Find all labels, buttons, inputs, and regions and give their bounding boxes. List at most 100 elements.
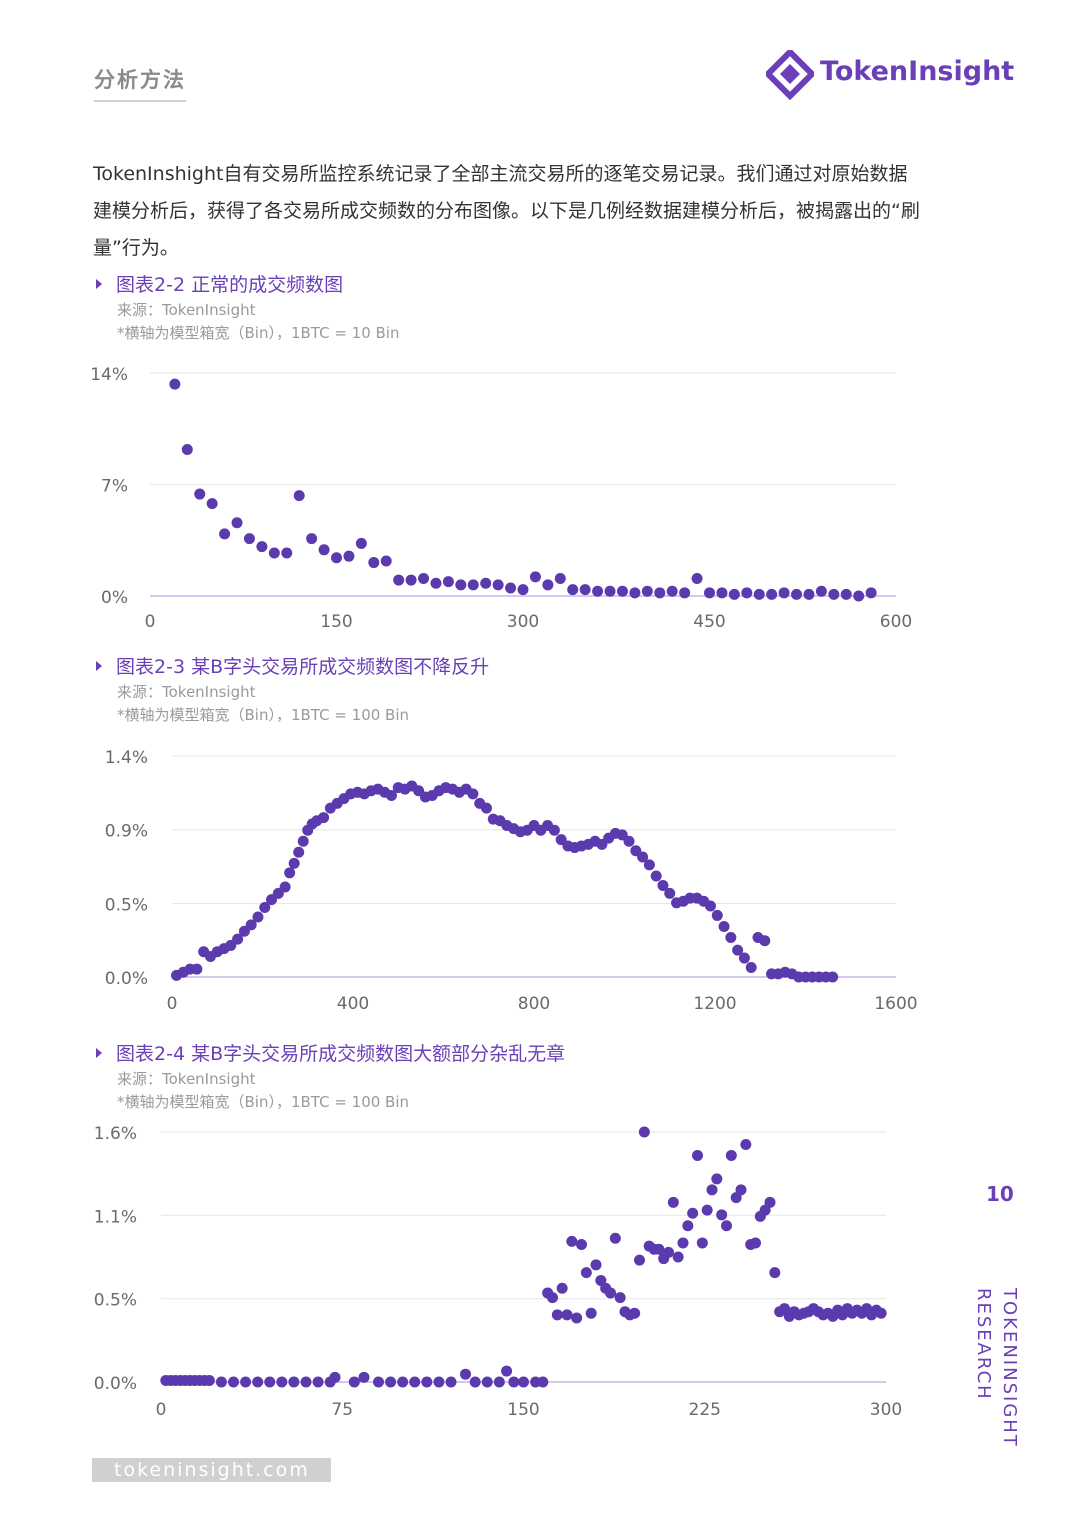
figure-2-title-text: 图表2-3 某B字头交易所成交频数图不降反升 xyxy=(116,656,490,678)
data-point xyxy=(711,1173,723,1185)
data-point xyxy=(725,932,737,944)
data-point xyxy=(306,533,318,545)
data-point xyxy=(551,1309,563,1321)
chart-1: 0% 7% 14% 0 150 300 450 600 xyxy=(90,365,912,632)
figure-1-title-text: 图表2-2 正常的成交频数图 xyxy=(116,274,344,296)
x-tick-label: 1600 xyxy=(874,994,917,1014)
bullet-triangle-icon xyxy=(96,660,102,671)
data-point xyxy=(312,1376,324,1388)
chart-2: 0.0% 0.5% 0.9% 1.4% 0 400 800 1200 1600 xyxy=(105,748,918,1014)
data-point xyxy=(418,572,430,584)
figure-3-meta: 来源：TokenInsight *横轴为模型箱宽（Bin），1BTC = 100… xyxy=(117,1068,409,1114)
figure-2-source: 来源：TokenInsight xyxy=(117,683,256,701)
data-point xyxy=(492,579,504,591)
figure-3-title: 图表2-4 某B字头交易所成交频数图大额部分杂乱无章 xyxy=(96,1039,565,1066)
data-point xyxy=(481,1376,493,1388)
data-point xyxy=(666,585,678,597)
data-point xyxy=(561,1309,573,1321)
x-tick-label: 225 xyxy=(689,1400,721,1420)
data-point xyxy=(480,577,492,589)
data-point xyxy=(240,1376,252,1388)
data-point xyxy=(718,920,730,932)
data-point xyxy=(517,584,529,596)
data-point xyxy=(567,584,579,596)
data-point xyxy=(219,528,231,540)
x-tick-label: 300 xyxy=(507,612,539,632)
data-point xyxy=(331,552,342,564)
data-point xyxy=(442,576,454,588)
data-point xyxy=(529,571,541,583)
data-point xyxy=(657,879,669,891)
data-point xyxy=(875,1307,887,1319)
data-point xyxy=(769,1267,781,1279)
data-point xyxy=(732,944,744,956)
figure-2-note: *横轴为模型箱宽（Bin），1BTC = 100 Bin xyxy=(117,706,410,724)
data-point xyxy=(279,881,291,893)
data-point xyxy=(169,378,181,390)
data-point xyxy=(687,1207,699,1219)
data-point xyxy=(609,1232,621,1244)
data-point xyxy=(827,971,839,983)
data-point xyxy=(605,1287,616,1299)
x-tick-label: 0 xyxy=(167,994,178,1014)
data-point xyxy=(433,1376,445,1388)
data-point xyxy=(455,579,467,591)
y-tick-label: 0.0% xyxy=(94,1374,137,1394)
figure-2-meta: 来源：TokenInsight *横轴为模型箱宽（Bin），1BTC = 100… xyxy=(117,681,409,727)
section-title: 分析方法 xyxy=(94,68,186,92)
data-point xyxy=(704,587,715,599)
data-point xyxy=(297,835,309,847)
data-point xyxy=(653,1243,665,1255)
data-point xyxy=(245,919,257,931)
data-point xyxy=(641,585,653,597)
x-tick-label: 450 xyxy=(693,612,725,632)
data-point xyxy=(430,577,442,589)
data-point xyxy=(585,1307,597,1319)
data-point xyxy=(329,1371,341,1383)
data-point xyxy=(672,1251,684,1263)
data-point xyxy=(409,1376,421,1388)
data-point xyxy=(232,933,244,945)
x-tick-label: 300 xyxy=(870,1400,902,1420)
data-point xyxy=(343,550,355,562)
y-tick-label: 0% xyxy=(101,588,128,608)
data-point xyxy=(243,533,255,545)
data-point xyxy=(663,1246,674,1258)
data-point xyxy=(300,1376,312,1388)
y-tick-label: 7% xyxy=(101,477,128,497)
x-tick-label: 0 xyxy=(156,1400,167,1420)
data-point xyxy=(616,585,628,597)
figure-3-source: 来源：TokenInsight xyxy=(117,1070,256,1088)
y-tick-label: 0.9% xyxy=(105,822,148,842)
data-point xyxy=(505,582,517,594)
data-point xyxy=(252,911,264,923)
y-tick-label: 0.5% xyxy=(105,895,148,915)
data-point xyxy=(691,572,703,584)
data-point xyxy=(355,537,367,549)
data-point xyxy=(738,952,750,964)
x-tick-label: 150 xyxy=(320,612,352,632)
data-point xyxy=(397,1376,409,1388)
data-point xyxy=(759,935,771,947)
data-point xyxy=(637,851,649,863)
data-point xyxy=(679,587,691,599)
data-point xyxy=(740,1139,752,1150)
data-point xyxy=(469,1376,481,1388)
data-point xyxy=(634,1254,645,1266)
data-point xyxy=(393,574,405,586)
data-point xyxy=(191,963,203,975)
data-point xyxy=(677,1237,689,1249)
data-point xyxy=(368,557,380,569)
x-tick-label: 400 xyxy=(337,994,369,1014)
data-point xyxy=(215,1376,227,1388)
data-point xyxy=(373,1376,384,1388)
data-point xyxy=(590,1259,602,1271)
data-point xyxy=(701,1204,713,1216)
data-point xyxy=(716,1209,728,1221)
data-point xyxy=(704,900,716,912)
data-point xyxy=(592,585,604,597)
data-point xyxy=(791,588,803,600)
data-point xyxy=(753,588,765,600)
data-point xyxy=(445,1376,457,1388)
section-underline xyxy=(94,100,186,102)
